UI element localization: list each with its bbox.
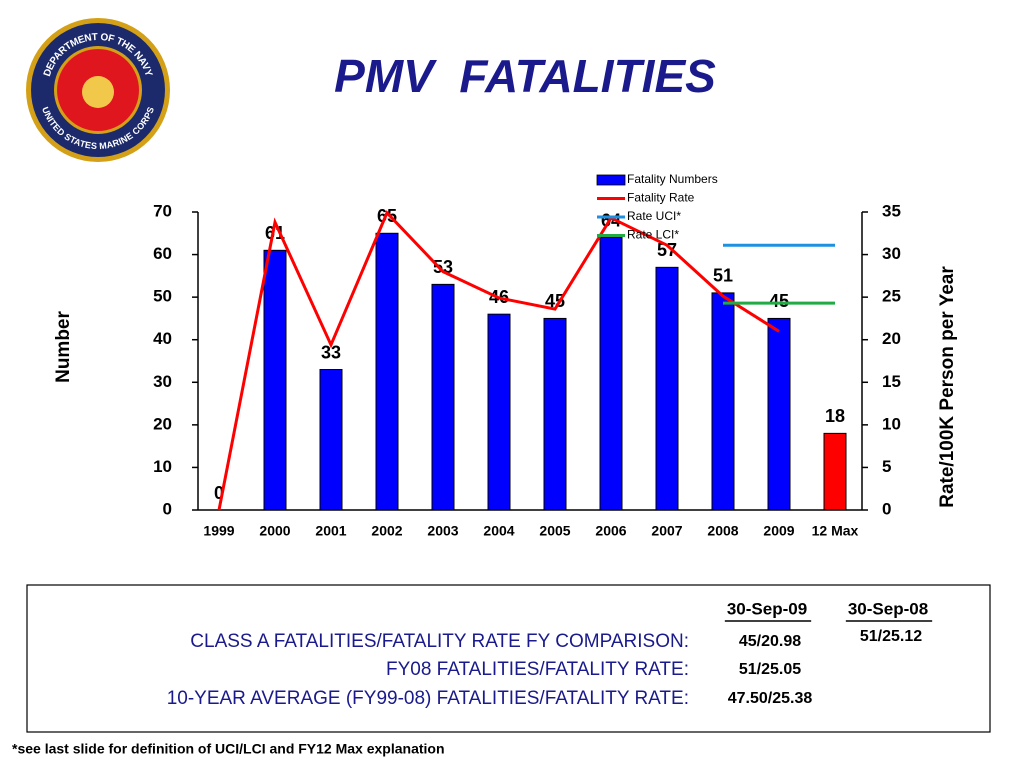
y2-tick-label: 35 (882, 201, 901, 220)
row-value: 51/25.05 (739, 661, 801, 678)
legend-swatch (596, 174, 626, 186)
y-tick-label: 70 (153, 201, 172, 220)
data-label: 0 (214, 483, 224, 503)
data-label: 45 (545, 291, 565, 311)
x-tick-label: 2003 (427, 523, 458, 539)
bar (543, 317, 567, 511)
y2-tick-label: 5 (882, 457, 891, 476)
data-label: 53 (433, 257, 453, 277)
x-tick-label: 2000 (259, 523, 290, 539)
y-axis-label: Number (53, 311, 74, 383)
bar (263, 249, 287, 511)
row-label: FY08 FATALITIES/FATALITY RATE: (386, 659, 689, 680)
line-series (217, 210, 780, 511)
x-tick-label: 2005 (539, 523, 570, 539)
bar (319, 369, 343, 511)
column-header: 30-Sep-09 (727, 599, 807, 618)
row-value: 45/20.98 (739, 633, 801, 650)
data-label: 51 (713, 266, 733, 286)
bar (711, 292, 735, 511)
data-label: 57 (657, 240, 677, 260)
title: PMV FATALITIES (334, 50, 716, 102)
bar (375, 232, 399, 511)
y2-tick-label: 15 (882, 372, 901, 391)
x-tick-label: 2009 (763, 523, 794, 539)
x-tick-label: 2004 (483, 523, 514, 539)
row-label: CLASS A FATALITIES/FATALITY RATE FY COMP… (190, 631, 689, 652)
data-label: 18 (825, 406, 845, 426)
y2-tick-label: 0 (882, 499, 891, 518)
y-tick-label: 30 (153, 372, 172, 391)
y-tick-label: 0 (163, 499, 172, 518)
x-tick-label: 1999 (203, 523, 234, 539)
y-tick-label: 10 (153, 457, 172, 476)
column-header: 30-Sep-08 (848, 599, 928, 618)
logo: DEPARTMENT OF THE NAVY UNITED STATES MAR… (26, 18, 170, 162)
y-tick-label: 40 (153, 329, 172, 348)
x-tick-label: 2007 (651, 523, 682, 539)
bar (767, 317, 791, 511)
y2-tick-label: 25 (882, 287, 901, 306)
data-label: 61 (265, 223, 285, 243)
logo-globe (82, 76, 114, 108)
y2-tick-label: 30 (882, 244, 901, 263)
row-value: 51/25.12 (860, 628, 922, 645)
y2-tick-label: 10 (882, 414, 901, 433)
x-tick-label: 2006 (595, 523, 626, 539)
legend-label: Fatality Rate (627, 191, 695, 205)
bar (487, 313, 511, 511)
bar (823, 432, 847, 511)
bar (599, 237, 623, 511)
legend-label: Rate UCI* (627, 209, 681, 223)
row-value: 47.50/25.38 (728, 690, 813, 707)
y2-axis-label: Rate/100K Person per Year (937, 266, 958, 508)
comparison-box (26, 584, 991, 733)
legend-label: Fatality Numbers (627, 172, 718, 186)
x-tick-label: 12 Max (812, 523, 859, 539)
bar (655, 266, 679, 511)
y-tick-label: 50 (153, 287, 172, 306)
data-label: 45 (769, 291, 789, 311)
x-tick-label: 2001 (315, 523, 346, 539)
x-tick-label: 2002 (371, 523, 402, 539)
y2-tick-label: 20 (882, 329, 901, 348)
footnote: *see last slide for definition of UCI/LC… (12, 741, 445, 757)
y-tick-label: 20 (153, 414, 172, 433)
bar (431, 283, 455, 511)
x-tick-label: 2008 (707, 523, 738, 539)
legend-label: Rate LCI* (627, 228, 679, 242)
data-label: 33 (321, 342, 341, 362)
row-label: 10-YEAR AVERAGE (FY99-08) FATALITIES/FAT… (167, 688, 689, 709)
y-tick-label: 60 (153, 244, 172, 263)
